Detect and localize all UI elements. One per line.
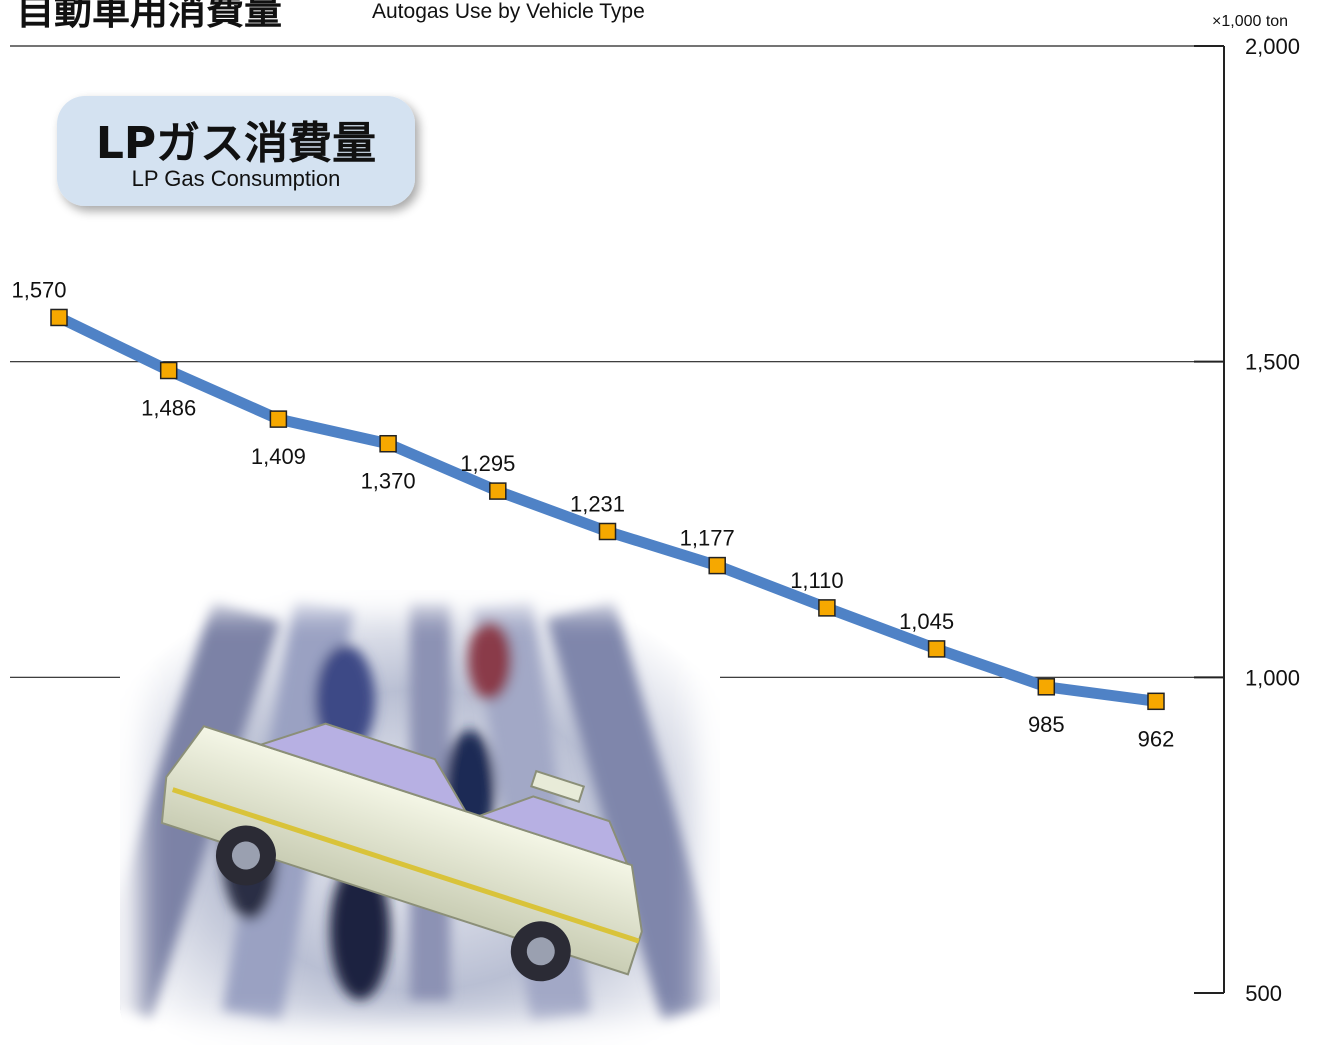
y-axis: 500 1,000 1,500 2,000 [1194, 34, 1300, 1006]
y-tick-label: 2,000 [1245, 34, 1300, 59]
badge-title-en: LP Gas Consumption [132, 166, 341, 191]
data-point [708, 556, 726, 575]
badge-title-jp: LPガス消費量 [96, 118, 376, 169]
data-point [1147, 692, 1165, 711]
chart-title-en: Autogas Use by Vehicle Type [372, 0, 645, 23]
data-label: 985 [1028, 712, 1065, 737]
data-label: 1,295 [460, 451, 515, 476]
data-point [1037, 678, 1056, 696]
data-label: 962 [1138, 726, 1175, 751]
data-label: 1,110 [790, 568, 843, 593]
data-point [159, 361, 178, 380]
data-point [927, 640, 946, 658]
data-point [50, 308, 68, 327]
unit-label: ×1,000 ton [1212, 13, 1288, 30]
data-point [818, 599, 836, 617]
lp-gas-badge: LPガス消費量 LP Gas Consumption [57, 96, 415, 206]
taxi-photo [120, 590, 720, 1045]
y-tick-label: 1,500 [1245, 350, 1300, 375]
data-point [489, 482, 507, 500]
data-point [379, 434, 397, 453]
data-point [598, 522, 617, 541]
series-group: 1,570 1,486 1,409 1,370 1,295 1,231 1,177 1,110… [11, 277, 1174, 751]
data-label: 1,409 [251, 444, 306, 469]
data-label: 1,370 [361, 469, 416, 494]
data-label: 1,231 [570, 491, 625, 516]
data-point [269, 410, 288, 428]
chart-title-jp: 自動車用消費量 [16, 0, 282, 33]
data-label: 1,177 [680, 526, 735, 551]
data-label: 1,045 [899, 609, 954, 634]
data-label: 1,570 [11, 277, 66, 302]
data-label: 1,486 [141, 396, 196, 421]
y-tick-label: 500 [1245, 981, 1282, 1006]
y-tick-label: 1,000 [1245, 665, 1300, 690]
